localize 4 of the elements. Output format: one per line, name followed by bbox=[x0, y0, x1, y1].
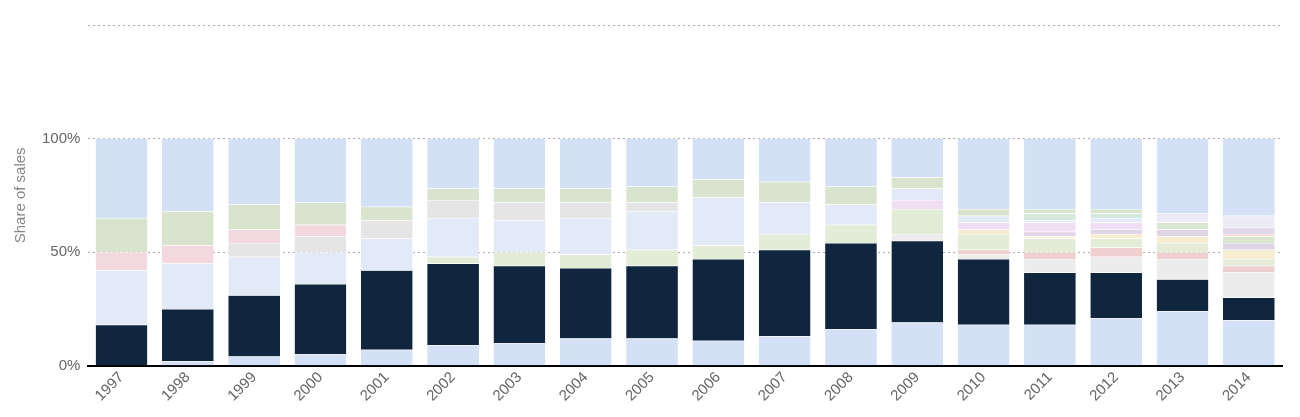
y-axis-title: Share of sales bbox=[11, 147, 29, 244]
y-tick-label: 50% bbox=[50, 242, 81, 260]
y-tick-label: 0% bbox=[58, 355, 81, 373]
y-tick-label: 100% bbox=[41, 128, 81, 146]
